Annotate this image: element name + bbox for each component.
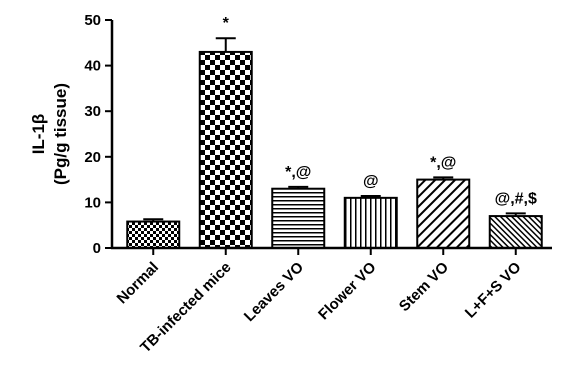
bar-flower-vo xyxy=(343,196,398,249)
significance-label: *,@ xyxy=(430,154,456,171)
y-axis-title-line2: (Pg/g tissue) xyxy=(51,83,70,185)
bars: * *,@ @ *,@ @,#,$ xyxy=(126,15,543,250)
x-tick-label: Leaves VO xyxy=(241,259,308,326)
y-axis-title-line1: IL-1β xyxy=(29,114,48,155)
x-tick-label: Flower VO xyxy=(315,259,380,324)
y-tick-label: 10 xyxy=(84,194,101,211)
bar-tb-infected-mice xyxy=(198,50,253,249)
significance-label: *,@ xyxy=(285,164,311,181)
y-tick-label: 20 xyxy=(84,149,101,166)
significance-label: @ xyxy=(363,173,379,190)
bar-leaves-vo xyxy=(271,187,326,249)
y-tick-label: 0 xyxy=(93,240,101,257)
x-tick-label: Normal xyxy=(114,259,163,308)
significance-label: @,#,$ xyxy=(495,190,537,207)
bar-normal xyxy=(126,220,181,250)
y-tick-label: 40 xyxy=(84,58,101,75)
y-tick-label: 50 xyxy=(84,12,101,29)
significance-label: * xyxy=(223,15,230,32)
y-tick-label: 30 xyxy=(84,103,101,120)
bar-l-f-s-vo xyxy=(488,215,543,250)
y-axis-title: IL-1β (Pg/g tissue) xyxy=(29,83,70,185)
x-tick-label: L+F+S VO xyxy=(462,259,525,322)
y-axis-ticks: 0 10 20 30 40 50 xyxy=(84,12,112,257)
x-tick-label: Stem VO xyxy=(396,259,452,315)
bar-stem-vo xyxy=(416,178,471,250)
